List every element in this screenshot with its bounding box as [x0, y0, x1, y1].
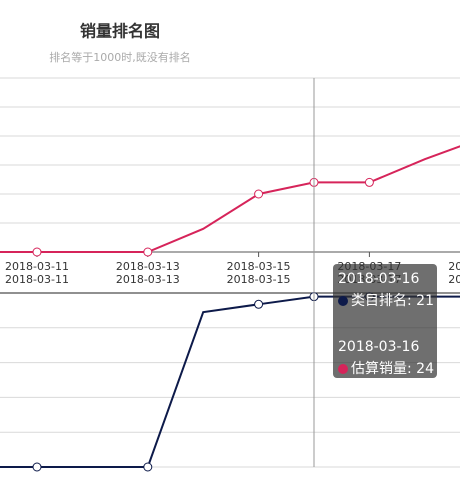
x-tick-label: 2018-03-15: [227, 273, 291, 286]
x-tick-label: 2018-03-11: [5, 260, 69, 273]
series-line: [0, 145, 460, 253]
data-point: [143, 462, 153, 472]
tooltip-value: 类目排名: 21: [351, 293, 434, 309]
tooltip-dot: [338, 296, 348, 306]
data-point: [254, 189, 264, 199]
x-tick-label: 2018-03-19: [448, 273, 460, 286]
x-tick-label: 2018-03-13: [116, 260, 180, 273]
data-point: [32, 247, 42, 257]
x-tick-label: 2018-03-13: [116, 273, 180, 286]
tooltip-dot: [338, 364, 348, 374]
x-tick-label: 2018-03-15: [227, 260, 291, 273]
data-point: [32, 462, 42, 472]
tooltip-date: 2018-03-16: [338, 271, 419, 287]
tooltip-value: 估算销量: 24: [351, 361, 434, 377]
data-point: [364, 177, 374, 187]
data-point: [254, 299, 264, 309]
tooltip: 2018-03-16 类目排名: 21 2018-03-16 估算销量: 24: [333, 264, 437, 378]
chart-subtitle: 排名等于1000时,既没有排名: [49, 50, 191, 64]
x-tick-label: 2018-03-19: [448, 260, 460, 273]
x-tick-label: 2018-03-11: [5, 273, 69, 286]
tooltip-date: 2018-03-16: [338, 339, 419, 355]
data-point: [143, 247, 153, 257]
tooltip-box: [333, 264, 437, 378]
chart-title: 销量排名图: [80, 22, 160, 41]
